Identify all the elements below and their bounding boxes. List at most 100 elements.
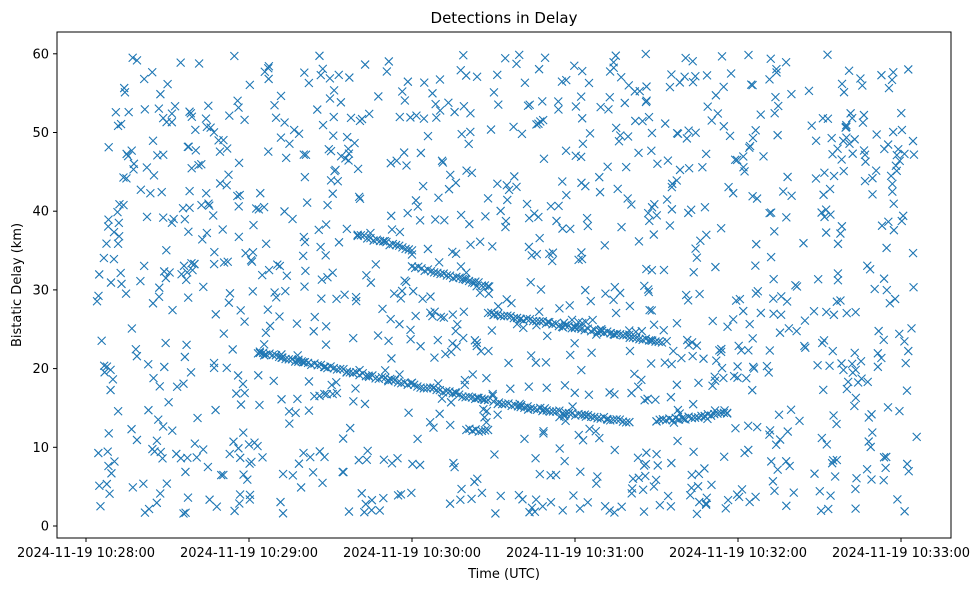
- data-point: [395, 319, 404, 329]
- data-point: [862, 261, 872, 271]
- data-point: [618, 330, 628, 340]
- data-point: [475, 288, 485, 298]
- data-point: [363, 446, 373, 456]
- data-point: [386, 158, 396, 168]
- data-point: [181, 275, 191, 285]
- data-point: [817, 433, 827, 443]
- data-point: [611, 51, 621, 61]
- data-point: [471, 277, 480, 286]
- data-point: [850, 348, 860, 358]
- data-point: [152, 498, 162, 508]
- data-point: [749, 364, 759, 373]
- data-point: [264, 61, 274, 71]
- data-point: [351, 384, 360, 393]
- data-point: [883, 402, 893, 412]
- data-point: [565, 300, 575, 310]
- data-point: [325, 73, 335, 83]
- data-point: [255, 347, 265, 357]
- y-tick-label: 10: [32, 441, 49, 456]
- data-point: [575, 504, 585, 513]
- data-point: [614, 136, 624, 146]
- data-point: [542, 383, 552, 393]
- data-point: [393, 378, 403, 387]
- data-point: [263, 305, 273, 315]
- data-point: [321, 322, 331, 331]
- data-point: [600, 501, 610, 511]
- data-point: [849, 401, 859, 411]
- data-point: [879, 274, 889, 284]
- data-point: [496, 206, 506, 216]
- data-point: [275, 261, 285, 271]
- data-point: [766, 457, 776, 466]
- data-point: [571, 102, 581, 111]
- data-point: [874, 326, 884, 336]
- data-point: [490, 310, 499, 319]
- data-point: [690, 71, 700, 81]
- data-point: [206, 123, 216, 133]
- data-point: [209, 247, 219, 257]
- data-point: [467, 168, 477, 178]
- data-point: [842, 384, 852, 394]
- data-point: [542, 331, 552, 341]
- data-point: [621, 417, 631, 427]
- data-point: [225, 288, 235, 298]
- data-point: [734, 341, 744, 351]
- data-point: [177, 269, 186, 279]
- data-point: [672, 176, 682, 185]
- data-point: [879, 335, 889, 345]
- data-point: [826, 491, 835, 501]
- data-point: [127, 424, 136, 434]
- data-point: [466, 108, 475, 118]
- data-point: [480, 426, 490, 435]
- data-point: [710, 376, 720, 386]
- data-point: [404, 245, 414, 254]
- data-point: [666, 501, 676, 511]
- data-point: [351, 292, 361, 302]
- data-point: [687, 483, 696, 493]
- data-point: [344, 507, 354, 516]
- data-point: [856, 74, 865, 83]
- data-point: [492, 179, 502, 189]
- data-point: [651, 395, 660, 405]
- data-point: [832, 419, 841, 429]
- data-point: [106, 365, 115, 375]
- data-point: [586, 296, 596, 306]
- data-point: [514, 50, 524, 60]
- data-point: [666, 392, 676, 402]
- data-point: [900, 336, 909, 346]
- data-point: [403, 208, 413, 218]
- data-point: [539, 154, 549, 164]
- data-point: [879, 475, 889, 485]
- data-point: [902, 459, 912, 469]
- data-point: [892, 495, 902, 504]
- data-point: [577, 113, 587, 123]
- data-point: [356, 230, 366, 240]
- data-point: [682, 134, 692, 143]
- data-point: [561, 75, 571, 85]
- data-point: [848, 368, 858, 377]
- data-point: [180, 214, 190, 224]
- data-point: [371, 260, 381, 269]
- data-point: [321, 340, 331, 350]
- data-point: [818, 385, 828, 395]
- data-point: [837, 359, 846, 368]
- data-point: [649, 230, 659, 239]
- data-point: [877, 221, 887, 231]
- data-point: [451, 326, 461, 336]
- data-point: [731, 423, 740, 433]
- data-point: [846, 108, 856, 118]
- data-point: [613, 184, 623, 194]
- data-point: [253, 370, 263, 380]
- data-point: [322, 389, 332, 399]
- data-point: [781, 57, 791, 67]
- data-point: [830, 472, 840, 481]
- data-point: [748, 133, 758, 143]
- data-point: [810, 469, 819, 479]
- data-point: [611, 123, 621, 133]
- data-point: [93, 448, 103, 458]
- data-point: [570, 388, 580, 398]
- data-point: [577, 66, 587, 76]
- data-point: [149, 171, 159, 180]
- data-point: [828, 456, 838, 465]
- data-point: [456, 210, 466, 220]
